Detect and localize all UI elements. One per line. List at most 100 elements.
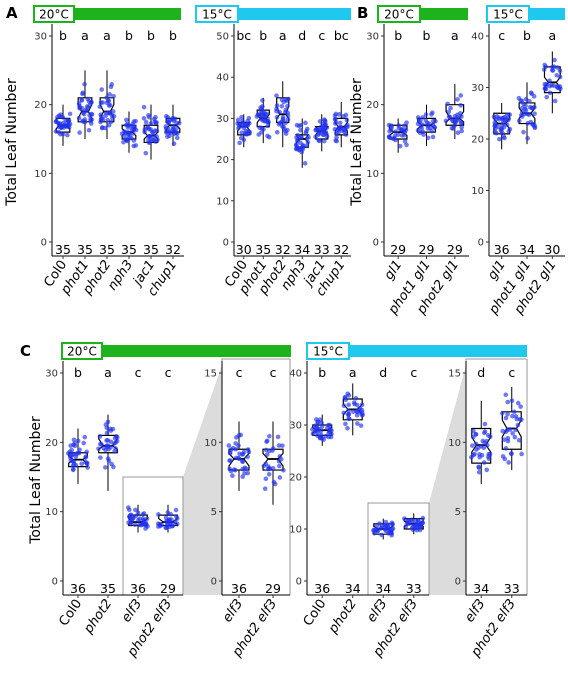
data-point xyxy=(516,118,522,124)
significance-letter: c xyxy=(508,365,515,380)
significance-letter: b xyxy=(394,28,402,43)
temperature-bar xyxy=(529,8,565,20)
sample-size: 35 xyxy=(77,242,93,257)
sample-size: 30 xyxy=(236,242,252,257)
data-point xyxy=(358,423,364,428)
data-point xyxy=(523,107,529,113)
data-point xyxy=(500,122,505,128)
data-point xyxy=(375,528,380,533)
data-point xyxy=(281,467,286,473)
data-point xyxy=(410,518,415,524)
significance-letter: b xyxy=(147,28,155,43)
data-point xyxy=(106,110,112,116)
y-tick-label: 20 xyxy=(216,155,229,166)
data-point xyxy=(174,129,179,135)
data-point xyxy=(228,458,233,463)
x-tick-label: gl1 xyxy=(382,258,406,283)
data-point xyxy=(506,116,512,122)
sample-size: 36 xyxy=(494,242,510,257)
data-point xyxy=(108,428,114,433)
sample-size: 36 xyxy=(130,581,146,596)
significance-letter: a xyxy=(104,365,112,380)
data-point xyxy=(390,522,395,527)
data-point xyxy=(491,114,497,120)
temperature-box xyxy=(61,342,103,360)
sample-size: 34 xyxy=(375,581,391,596)
data-point xyxy=(245,470,251,476)
data-point xyxy=(321,138,327,144)
data-point xyxy=(557,74,563,80)
data-point xyxy=(547,83,553,89)
x-tick-label: elf3 xyxy=(220,597,246,626)
data-point xyxy=(285,103,290,109)
data-point xyxy=(128,512,134,518)
data-point xyxy=(454,116,460,122)
data-point xyxy=(379,532,384,538)
data-point xyxy=(341,410,347,416)
data-point xyxy=(135,510,141,516)
data-point xyxy=(175,516,180,521)
data-point xyxy=(470,443,475,448)
data-point xyxy=(455,130,461,135)
data-point xyxy=(235,117,241,123)
significance-letter: bc xyxy=(236,28,251,43)
data-point xyxy=(236,125,241,131)
data-point xyxy=(333,111,339,117)
data-point xyxy=(154,128,160,134)
sample-size: 29 xyxy=(447,242,463,257)
data-point xyxy=(315,419,321,425)
panel-label: C xyxy=(20,342,31,360)
data-point xyxy=(343,132,349,137)
data-point xyxy=(476,469,482,475)
data-point xyxy=(402,516,407,521)
y-tick-label: 5 xyxy=(455,507,461,518)
data-point xyxy=(458,93,464,98)
x-tick-label: phot2 xyxy=(325,597,360,637)
data-point xyxy=(343,421,348,427)
data-point xyxy=(298,122,304,128)
data-point xyxy=(106,122,112,128)
data-point xyxy=(274,129,280,135)
data-point xyxy=(506,129,512,134)
data-point xyxy=(300,143,306,149)
data-point xyxy=(174,135,180,141)
data-point xyxy=(482,421,488,427)
temperature-box xyxy=(195,5,239,23)
data-point xyxy=(63,123,68,129)
data-point xyxy=(481,460,487,465)
data-point xyxy=(285,117,291,122)
data-point xyxy=(121,133,127,139)
data-point xyxy=(320,132,326,138)
data-point xyxy=(171,141,177,146)
data-point xyxy=(100,117,106,122)
data-point xyxy=(245,447,251,452)
data-point xyxy=(163,515,169,521)
data-point xyxy=(80,110,86,116)
data-point xyxy=(173,507,179,513)
data-point xyxy=(286,96,291,102)
significance-letter: c xyxy=(410,365,417,380)
y-tick-label: 10 xyxy=(471,186,484,197)
data-point xyxy=(473,441,479,447)
data-point xyxy=(112,449,117,454)
data-point xyxy=(303,120,308,126)
data-point xyxy=(279,103,285,109)
data-point xyxy=(241,137,247,143)
data-point xyxy=(233,455,239,461)
data-point xyxy=(430,110,435,115)
data-point xyxy=(108,84,114,90)
data-point xyxy=(430,134,436,140)
sample-size: 35 xyxy=(100,581,116,596)
data-point xyxy=(294,138,300,144)
data-point xyxy=(65,451,71,456)
temperature-box xyxy=(486,5,530,23)
data-point xyxy=(53,119,59,125)
temperature-label: 15°C xyxy=(202,8,232,22)
data-point xyxy=(525,121,530,126)
significance-letter: c xyxy=(236,365,243,380)
data-point xyxy=(294,142,299,147)
data-point xyxy=(550,68,556,73)
data-point xyxy=(448,105,453,111)
data-point xyxy=(345,425,350,431)
sample-size: 35 xyxy=(255,242,271,257)
